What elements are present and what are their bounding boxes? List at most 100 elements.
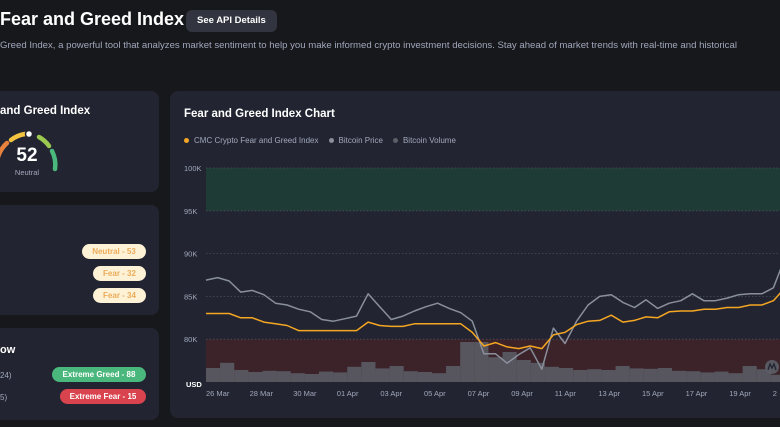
high-low-card-title: ow (0, 344, 16, 356)
yearly-high-pill: Extreme Greed - 88 (52, 367, 146, 382)
legend-label-fgi: CMC Crypto Fear and Greed Index (194, 136, 319, 145)
x-tick-label: 03 Apr (380, 389, 402, 398)
volume-bar (615, 366, 630, 382)
legend-label-bitcoin-price: Bitcoin Price (338, 136, 383, 145)
x-tick-label: 19 Apr (729, 389, 751, 398)
chart-card: Fear and Greed Index Chart CMC Crypto Fe… (170, 91, 780, 418)
volume-bar (559, 368, 574, 382)
volume-bar (206, 368, 221, 382)
gauge-card-title: and Greed Index (0, 105, 91, 117)
y-axis-label: USD (186, 380, 202, 389)
x-tick-label: 07 Apr (468, 389, 490, 398)
volume-bar (234, 370, 249, 382)
volume-bar (714, 371, 729, 382)
historical-values-card: Neutral - 53 Fear - 32 Fear - 34 (0, 205, 159, 315)
chart-band-0 (206, 168, 780, 211)
yearly-low-date: 5) (0, 393, 8, 402)
gauge-arc-neutral (8, 131, 28, 143)
volume-bar (502, 352, 517, 382)
volume-bar (375, 368, 390, 382)
legend-item-bitcoin-price[interactable]: Bitcoin Price (328, 136, 383, 145)
see-api-details-button[interactable]: See API Details (186, 10, 277, 32)
volume-bar (742, 366, 757, 382)
volume-bar (544, 366, 560, 382)
series-line-0 (205, 268, 780, 370)
historical-pill-last-week: Fear - 32 (93, 266, 146, 281)
page-title: Fear and Greed Index (0, 9, 185, 29)
volume-bar (516, 360, 531, 382)
volume-bar (276, 371, 291, 382)
series-line-1 (206, 292, 780, 350)
volume-bar (304, 374, 319, 382)
yearly-low-pill: Extreme Fear - 15 (60, 389, 146, 404)
gauge-card: and Greed Index 52 Neutral (0, 91, 159, 192)
chart-legend: CMC Crypto Fear and Greed Index Bitcoin … (184, 136, 456, 145)
volume-bar (573, 370, 588, 382)
volume-bar (248, 372, 263, 382)
legend-dot-fgi (184, 138, 189, 143)
volume-bar (431, 373, 447, 382)
x-tick-label: 28 Mar (250, 389, 274, 398)
y-tick-label: 90K (184, 250, 197, 259)
x-tick-label: 30 Mar (293, 389, 317, 398)
gauge-arc-fear (0, 140, 10, 159)
volume-bar (629, 368, 644, 382)
x-tick-label: 09 Apr (511, 389, 533, 398)
y-tick-label: 80K (184, 335, 197, 344)
volume-bar (488, 357, 503, 382)
volume-bar (643, 368, 658, 382)
volume-bar (686, 371, 701, 382)
volume-bar (403, 371, 418, 382)
volume-bar (672, 370, 687, 382)
legend-label-bitcoin-volume: Bitcoin Volume (402, 136, 456, 145)
legend-item-bitcoin-volume[interactable]: Bitcoin Volume (392, 136, 456, 145)
x-tick-label: 26 Mar (206, 389, 230, 398)
volume-bar (333, 372, 348, 382)
legend-dot-bitcoin-price (328, 138, 334, 143)
volume-bar (460, 342, 475, 382)
y-tick-label: 85K (184, 292, 197, 301)
x-tick-label: 05 Apr (424, 389, 446, 398)
page-description: Greed Index, a powerful tool that analyz… (0, 40, 737, 51)
chart-title: Fear and Greed Index Chart (184, 108, 335, 120)
x-tick-label: 17 Apr (686, 389, 708, 398)
x-tick-label: 15 Apr (642, 389, 664, 398)
gauge-arc-extreme-greed (49, 148, 58, 172)
y-tick-label: 100K (184, 164, 202, 173)
legend-item-fgi[interactable]: CMC Crypto Fear and Greed Index (184, 136, 319, 145)
gauge-meter (0, 129, 58, 172)
gauge-arc-greed (36, 134, 52, 149)
x-tick-label: 01 Apr (337, 389, 359, 398)
volume-bar (417, 372, 432, 382)
volume-bar (728, 373, 743, 382)
gauge-value: 52 (16, 145, 38, 166)
volume-bar (318, 371, 334, 382)
y-tick-label: 95K (184, 207, 197, 216)
yearly-high-low-card: ow 24) Extreme Greed - 88 5) Extreme Fea… (0, 328, 159, 420)
volume-bar (770, 374, 780, 382)
volume-bar (601, 370, 616, 382)
historical-pill-last-month: Fear - 34 (93, 288, 146, 303)
gauge-needle-dot (24, 129, 34, 139)
volume-bar (347, 366, 362, 382)
legend-dot-bitcoin-volume (392, 138, 398, 143)
volume-bar (446, 366, 461, 382)
volume-bar (474, 342, 489, 382)
volume-bar (262, 370, 277, 382)
fear-greed-chart[interactable]: 100K 95K 90K 85K 80K USD 26 Mar 28 Mar 30 Mar 01 … (170, 91, 780, 418)
volume-bar (389, 366, 404, 382)
x-tick-label: 11 Apr (555, 389, 577, 398)
volume-bar (657, 368, 673, 382)
coinmarketcap-logo-mark (767, 362, 777, 371)
volume-bar (220, 362, 235, 382)
volume-bar (587, 369, 602, 382)
x-tick-label: 13 Apr (598, 389, 620, 398)
yearly-high-date: 24) (0, 371, 12, 380)
volume-bar (290, 373, 305, 382)
volume-bar (700, 372, 715, 382)
volume-bar (756, 369, 771, 382)
volume-bar (361, 362, 376, 382)
historical-pill-yesterday: Neutral - 53 (82, 244, 146, 259)
x-tick-label: 2 (773, 389, 777, 398)
gauge-label: Neutral (14, 168, 40, 177)
